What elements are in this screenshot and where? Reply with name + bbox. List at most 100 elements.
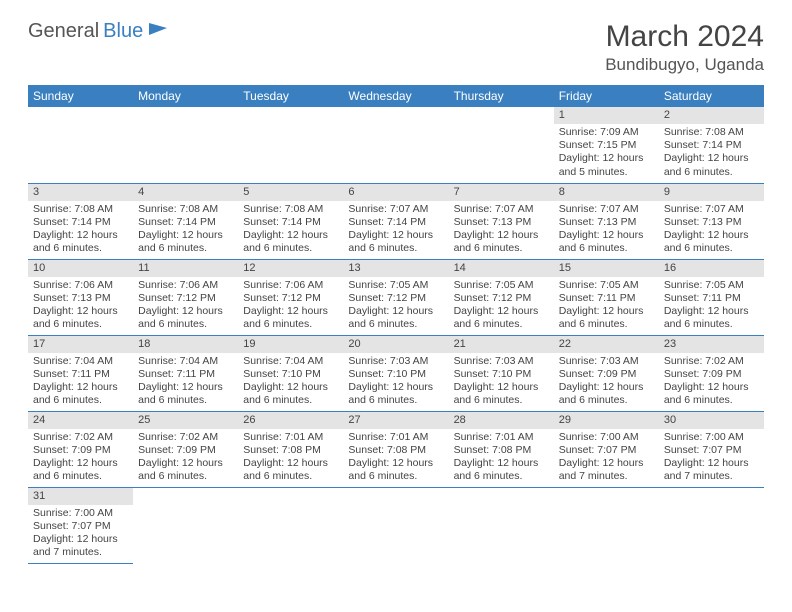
day-number (449, 107, 554, 124)
calendar-cell: 31Sunrise: 7:00 AMSunset: 7:07 PMDayligh… (28, 487, 133, 563)
calendar-cell: 19Sunrise: 7:04 AMSunset: 7:10 PMDayligh… (238, 335, 343, 411)
day-number: 12 (238, 260, 343, 277)
day-number: 19 (238, 336, 343, 353)
day-number (238, 107, 343, 124)
calendar-cell: 20Sunrise: 7:03 AMSunset: 7:10 PMDayligh… (343, 335, 448, 411)
day-number: 6 (343, 184, 448, 201)
brand-logo: GeneralBlue (28, 20, 169, 43)
day-number: 15 (554, 260, 659, 277)
day-info: Sunrise: 7:08 AMSunset: 7:14 PMDaylight:… (238, 201, 343, 259)
day-number (238, 488, 343, 505)
day-info: Sunrise: 7:00 AMSunset: 7:07 PMDaylight:… (28, 505, 133, 563)
day-info: Sunrise: 7:06 AMSunset: 7:12 PMDaylight:… (133, 277, 238, 335)
calendar-cell: 18Sunrise: 7:04 AMSunset: 7:11 PMDayligh… (133, 335, 238, 411)
day-info: Sunrise: 7:05 AMSunset: 7:11 PMDaylight:… (659, 277, 764, 335)
day-info: Sunrise: 7:04 AMSunset: 7:10 PMDaylight:… (238, 353, 343, 411)
calendar-cell: 17Sunrise: 7:04 AMSunset: 7:11 PMDayligh… (28, 335, 133, 411)
day-info: Sunrise: 7:07 AMSunset: 7:13 PMDaylight:… (554, 201, 659, 259)
day-number: 17 (28, 336, 133, 353)
day-number: 20 (343, 336, 448, 353)
day-number: 21 (449, 336, 554, 353)
calendar-cell: 4Sunrise: 7:08 AMSunset: 7:14 PMDaylight… (133, 183, 238, 259)
day-number: 22 (554, 336, 659, 353)
day-number (449, 488, 554, 505)
day-number: 16 (659, 260, 764, 277)
day-number: 13 (343, 260, 448, 277)
day-info: Sunrise: 7:03 AMSunset: 7:09 PMDaylight:… (554, 353, 659, 411)
weekday-sat: Saturday (659, 85, 764, 107)
calendar-cell: 26Sunrise: 7:01 AMSunset: 7:08 PMDayligh… (238, 411, 343, 487)
calendar-cell: 15Sunrise: 7:05 AMSunset: 7:11 PMDayligh… (554, 259, 659, 335)
calendar-cell (133, 107, 238, 183)
calendar-cell (28, 107, 133, 183)
calendar-cell: 14Sunrise: 7:05 AMSunset: 7:12 PMDayligh… (449, 259, 554, 335)
day-number (554, 488, 659, 505)
calendar-cell: 3Sunrise: 7:08 AMSunset: 7:14 PMDaylight… (28, 183, 133, 259)
calendar-cell: 28Sunrise: 7:01 AMSunset: 7:08 PMDayligh… (449, 411, 554, 487)
calendar-cell (449, 107, 554, 183)
day-info: Sunrise: 7:01 AMSunset: 7:08 PMDaylight:… (343, 429, 448, 487)
day-info: Sunrise: 7:02 AMSunset: 7:09 PMDaylight:… (28, 429, 133, 487)
calendar-cell: 25Sunrise: 7:02 AMSunset: 7:09 PMDayligh… (133, 411, 238, 487)
calendar-cell: 30Sunrise: 7:00 AMSunset: 7:07 PMDayligh… (659, 411, 764, 487)
weekday-tue: Tuesday (238, 85, 343, 107)
calendar-cell (554, 487, 659, 563)
calendar-cell: 21Sunrise: 7:03 AMSunset: 7:10 PMDayligh… (449, 335, 554, 411)
day-number (659, 488, 764, 505)
weekday-thu: Thursday (449, 85, 554, 107)
day-info: Sunrise: 7:02 AMSunset: 7:09 PMDaylight:… (133, 429, 238, 487)
weekday-fri: Friday (554, 85, 659, 107)
calendar-cell: 23Sunrise: 7:02 AMSunset: 7:09 PMDayligh… (659, 335, 764, 411)
day-number: 3 (28, 184, 133, 201)
page-title: March 2024 (605, 20, 764, 53)
day-number (343, 107, 448, 124)
calendar-cell (343, 487, 448, 563)
calendar-row: 3Sunrise: 7:08 AMSunset: 7:14 PMDaylight… (28, 183, 764, 259)
day-number (133, 488, 238, 505)
day-number (28, 107, 133, 124)
calendar-cell (133, 487, 238, 563)
day-info: Sunrise: 7:04 AMSunset: 7:11 PMDaylight:… (133, 353, 238, 411)
day-info: Sunrise: 7:05 AMSunset: 7:12 PMDaylight:… (449, 277, 554, 335)
location-label: Bundibugyo, Uganda (605, 55, 764, 75)
day-info: Sunrise: 7:07 AMSunset: 7:13 PMDaylight:… (659, 201, 764, 259)
day-number: 26 (238, 412, 343, 429)
day-number (133, 107, 238, 124)
day-info: Sunrise: 7:05 AMSunset: 7:11 PMDaylight:… (554, 277, 659, 335)
title-block: March 2024 Bundibugyo, Uganda (605, 20, 764, 75)
day-info: Sunrise: 7:09 AMSunset: 7:15 PMDaylight:… (554, 124, 659, 182)
day-number: 7 (449, 184, 554, 201)
flag-icon (149, 21, 169, 35)
day-number: 10 (28, 260, 133, 277)
header-bar: GeneralBlue March 2024 Bundibugyo, Ugand… (28, 20, 764, 75)
day-info: Sunrise: 7:01 AMSunset: 7:08 PMDaylight:… (449, 429, 554, 487)
day-number: 31 (28, 488, 133, 505)
day-info: Sunrise: 7:03 AMSunset: 7:10 PMDaylight:… (449, 353, 554, 411)
calendar-cell: 22Sunrise: 7:03 AMSunset: 7:09 PMDayligh… (554, 335, 659, 411)
calendar-cell: 24Sunrise: 7:02 AMSunset: 7:09 PMDayligh… (28, 411, 133, 487)
calendar-cell (238, 107, 343, 183)
day-info: Sunrise: 7:01 AMSunset: 7:08 PMDaylight:… (238, 429, 343, 487)
calendar-cell (659, 487, 764, 563)
calendar-cell (343, 107, 448, 183)
calendar-row: 17Sunrise: 7:04 AMSunset: 7:11 PMDayligh… (28, 335, 764, 411)
weekday-mon: Monday (133, 85, 238, 107)
brand-part2: Blue (103, 20, 143, 43)
calendar-table: Sunday Monday Tuesday Wednesday Thursday… (28, 85, 764, 564)
day-info: Sunrise: 7:08 AMSunset: 7:14 PMDaylight:… (133, 201, 238, 259)
day-info: Sunrise: 7:00 AMSunset: 7:07 PMDaylight:… (554, 429, 659, 487)
day-info: Sunrise: 7:07 AMSunset: 7:13 PMDaylight:… (449, 201, 554, 259)
calendar-cell: 8Sunrise: 7:07 AMSunset: 7:13 PMDaylight… (554, 183, 659, 259)
day-info: Sunrise: 7:00 AMSunset: 7:07 PMDaylight:… (659, 429, 764, 487)
day-number: 29 (554, 412, 659, 429)
calendar-cell: 10Sunrise: 7:06 AMSunset: 7:13 PMDayligh… (28, 259, 133, 335)
day-number: 30 (659, 412, 764, 429)
day-number: 11 (133, 260, 238, 277)
calendar-cell: 5Sunrise: 7:08 AMSunset: 7:14 PMDaylight… (238, 183, 343, 259)
day-number: 1 (554, 107, 659, 124)
calendar-cell: 6Sunrise: 7:07 AMSunset: 7:14 PMDaylight… (343, 183, 448, 259)
day-info: Sunrise: 7:04 AMSunset: 7:11 PMDaylight:… (28, 353, 133, 411)
day-info: Sunrise: 7:03 AMSunset: 7:10 PMDaylight:… (343, 353, 448, 411)
day-info: Sunrise: 7:06 AMSunset: 7:12 PMDaylight:… (238, 277, 343, 335)
day-number: 8 (554, 184, 659, 201)
